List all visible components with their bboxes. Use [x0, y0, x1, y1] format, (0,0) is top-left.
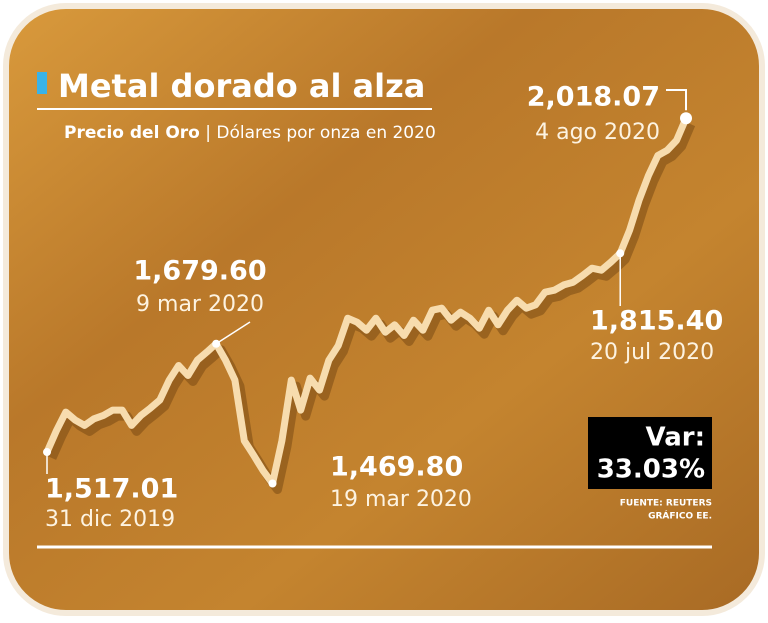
annotation-point	[212, 339, 221, 348]
line	[43, 116, 690, 487]
background	[3, 3, 765, 616]
source: FUENTE: REUTERS	[620, 499, 712, 509]
annotation-value: 2,018.07	[527, 82, 660, 113]
subtitle: Precio del Oro | Dólares por onza en 202…	[64, 123, 436, 143]
annotation-date: 31 dic 2019	[45, 507, 175, 532]
connector	[215, 321, 251, 345]
annotation-point	[43, 448, 51, 457]
subtitle-text: | Dólares por onza en 2020	[205, 123, 436, 143]
annotation-date: 9 mar 2020	[136, 292, 264, 317]
variation-value: 33.03%	[597, 455, 705, 485]
credit: GRÁFICO EE.	[648, 510, 712, 522]
annotation-point	[268, 479, 277, 488]
subtitle-bold: Precio del Oro	[64, 123, 200, 143]
annotation-date: 4 ago 2020	[535, 120, 660, 145]
variation-title: Var:	[646, 423, 705, 453]
annotation-date: 20 jul 2020	[590, 340, 714, 365]
annotation-date: 19 mar 2020	[330, 487, 472, 512]
annotation-value: 1,815.40	[590, 306, 723, 337]
annotation-value: 1,469.80	[330, 452, 463, 483]
chart-title: Metal dorado al alza	[58, 67, 425, 105]
title-marker	[37, 72, 47, 94]
line-shadow	[47, 122, 696, 494]
variation-box	[588, 417, 712, 489]
annotation-value: 1,517.01	[45, 474, 178, 505]
connector	[666, 89, 687, 111]
annotation-value: 1,679.60	[133, 256, 266, 287]
annotation-point	[616, 249, 625, 258]
annotation-point	[680, 112, 692, 125]
